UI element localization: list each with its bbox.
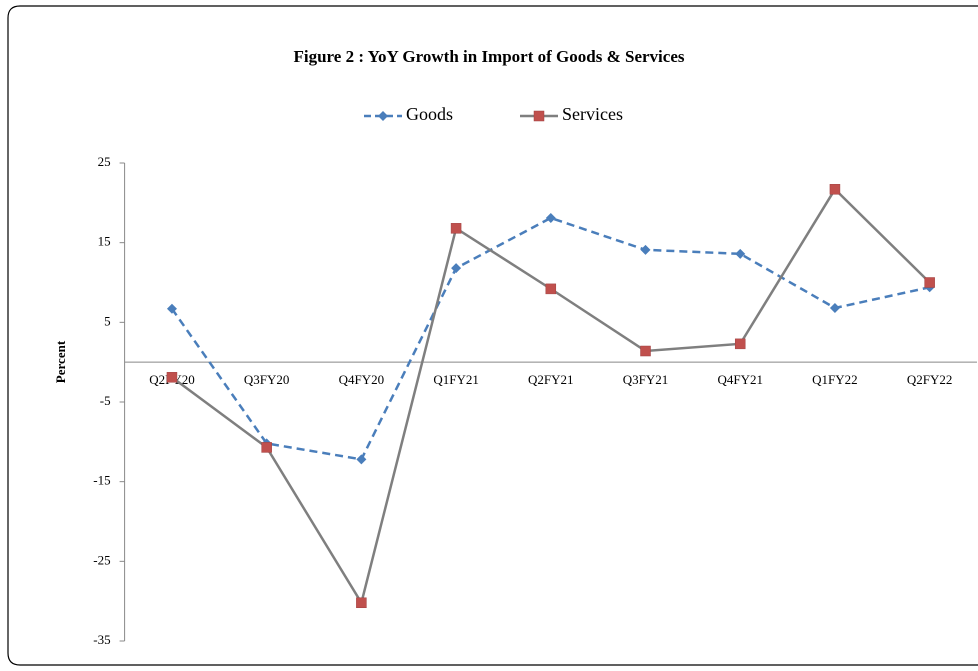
data-point (166, 372, 178, 383)
y-tick-label: -15 (93, 473, 110, 488)
data-point (261, 442, 272, 453)
data-point (451, 263, 462, 274)
y-axis-label: Percent (53, 340, 68, 383)
series-line (170, 216, 930, 461)
data-point (829, 184, 841, 195)
x-tick-label: Q2FY22 (907, 372, 953, 387)
data-point (735, 248, 746, 259)
data-point (356, 454, 367, 465)
series-line (171, 187, 931, 606)
data-point (545, 283, 557, 295)
y-tick-label: -35 (93, 632, 110, 647)
x-tick-label: Q2FY21 (528, 372, 574, 387)
x-tick-label: Q3FY20 (244, 372, 290, 387)
y-tick-label: 5 (104, 313, 111, 328)
x-tick-label: Q3FY21 (623, 372, 669, 387)
data-point (640, 244, 651, 255)
y-tick-label: 25 (98, 154, 111, 169)
data-point (166, 303, 177, 314)
chart-frame (7, 5, 978, 666)
legend-marker (378, 111, 388, 121)
legend-label: Services (562, 104, 623, 124)
data-point (545, 212, 556, 223)
data-point (924, 277, 935, 288)
legend-marker (533, 110, 545, 122)
data-point (640, 345, 651, 357)
y-tick-label: -5 (100, 393, 111, 408)
x-tick-label: Q1FY21 (433, 372, 479, 387)
y-tick-label: -25 (93, 552, 110, 567)
data-point (450, 223, 462, 234)
data-point (829, 302, 840, 313)
x-tick-label: Q1FY22 (812, 372, 858, 387)
legend-label: Goods (406, 104, 453, 124)
x-tick-label: Q4FY20 (339, 372, 385, 387)
y-tick-label: 15 (98, 234, 111, 249)
data-point (734, 338, 746, 350)
data-point (356, 597, 367, 609)
chart-title: Figure 2 : YoY Growth in Import of Goods… (294, 47, 685, 66)
x-tick-label: Q4FY21 (717, 372, 763, 387)
